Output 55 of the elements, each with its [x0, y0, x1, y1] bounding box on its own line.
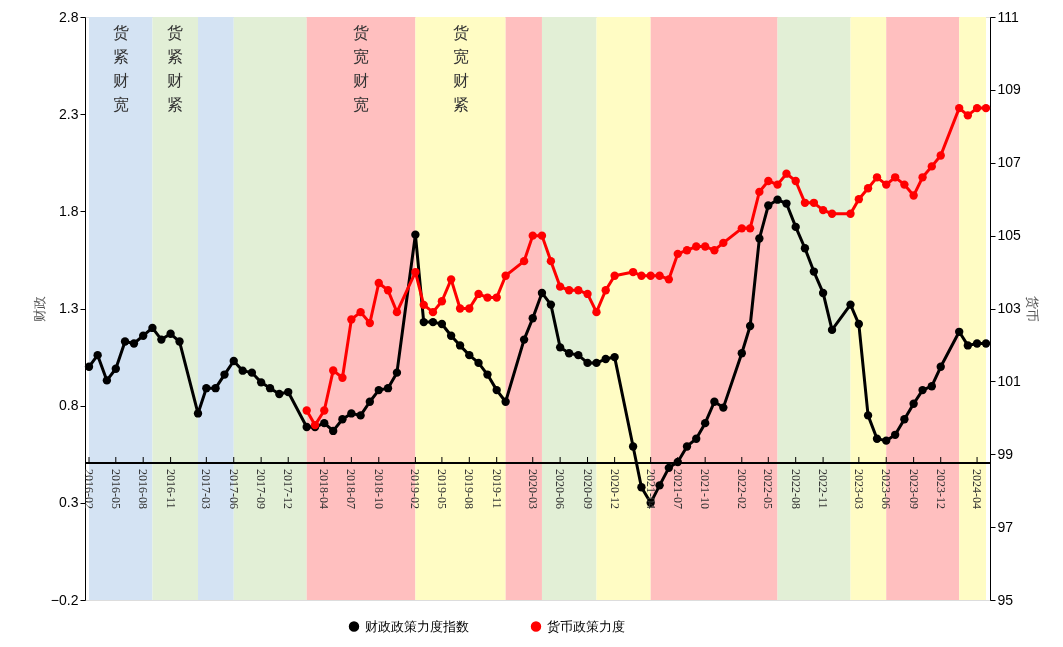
x-tick-label: 2023-09 — [906, 469, 921, 509]
band-label: 货宽财紧 — [452, 24, 469, 113]
x-tick-label: 2023-06 — [879, 469, 894, 509]
x-tick-label: 2019-08 — [462, 469, 477, 509]
x-tick-label: 2022-08 — [788, 469, 803, 509]
x-tick-label: 2017-06 — [226, 469, 241, 509]
y-tick-label: 0.3 — [59, 494, 79, 511]
x-tick-label: 2020-09 — [580, 469, 595, 509]
y-axis-title: 财政 — [31, 296, 47, 322]
x-tick-label: 2017-09 — [254, 469, 269, 509]
y2-tick-label: 111 — [997, 8, 1019, 25]
y2-tick-label: 95 — [997, 591, 1014, 608]
band-label: 货紧财宽 — [112, 24, 129, 113]
x-tick-label: 2018-07 — [344, 469, 359, 509]
band-label: 货宽财宽 — [353, 24, 370, 113]
x-tick-label: 2016-02 — [82, 469, 96, 509]
x-tick-label: 2021-04 — [643, 469, 658, 509]
y2-tick-label: 107 — [997, 154, 1022, 171]
y-tick-label: 2.3 — [59, 105, 79, 122]
y2-tick-label: 97 — [997, 518, 1014, 535]
x-tick-label: 2022-02 — [734, 469, 749, 509]
x-tick-label: 2016-11 — [163, 469, 178, 509]
x-tick-label: 2021-10 — [698, 469, 713, 509]
x-tick-label: 2020-12 — [607, 469, 622, 509]
x-tick-label: 2022-05 — [761, 469, 776, 509]
x-tick-label: 2019-11 — [489, 469, 504, 509]
y-tick-label: 1.3 — [59, 300, 79, 316]
y-tick-label: −0.2 — [50, 591, 79, 608]
x-tick-label: 2020-03 — [525, 469, 540, 509]
x-tick-label: 2024-04 — [970, 469, 985, 509]
x-tick-label: 2021-07 — [670, 469, 685, 509]
x-tick-label: 2018-04 — [317, 469, 332, 509]
x-tick-label: 2016-05 — [108, 469, 123, 509]
y-tick-label: 2.8 — [59, 8, 79, 25]
x-tick-label: 2019-05 — [434, 469, 449, 509]
y-tick-label: 0.8 — [59, 397, 79, 414]
y2-tick-label: 101 — [997, 372, 1022, 389]
band-label: 货紧财紧 — [167, 24, 184, 113]
x-tick-label: 2018-10 — [371, 469, 386, 509]
y2-tick-label: 105 — [997, 227, 1022, 244]
y2-axis-title: 货币 — [1024, 296, 1040, 322]
x-tick-label: 2022-11 — [816, 469, 831, 509]
y2-tick-label: 99 — [997, 445, 1014, 462]
x-tick-label: 2023-12 — [933, 469, 948, 509]
y2-tick-label: 109 — [997, 81, 1022, 98]
x-tick-label: 2019-02 — [408, 469, 423, 509]
x-tick-label: 2016-08 — [136, 469, 151, 509]
legend-label: 货币政策力度 — [546, 618, 625, 634]
legend-label: 财政政策力度指数 — [364, 618, 469, 634]
y2-tick-label: 103 — [997, 300, 1022, 316]
x-tick-label: 2017-12 — [281, 469, 296, 509]
x-tick-label: 2017-03 — [199, 469, 214, 509]
y-tick-label: 1.8 — [59, 202, 79, 219]
x-tick-label: 2020-06 — [553, 469, 568, 509]
x-tick-label: 2023-03 — [851, 469, 866, 509]
